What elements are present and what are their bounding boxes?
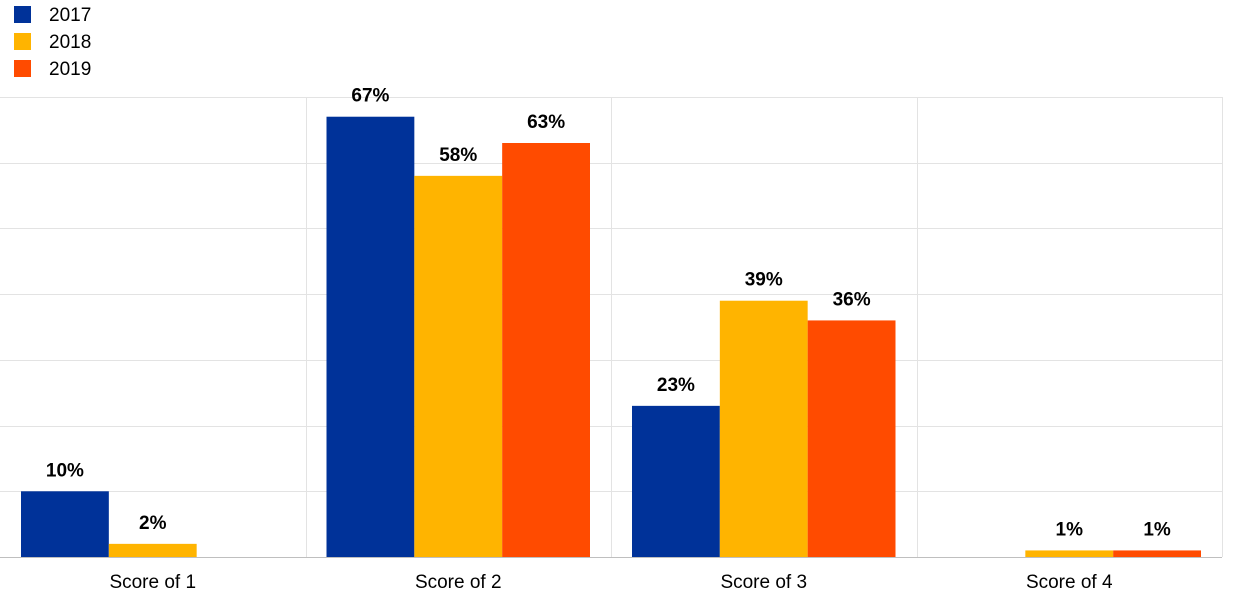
data-label: 1%	[1143, 519, 1171, 540]
legend-swatch	[14, 33, 31, 50]
legend: 2017 2018 2019	[14, 5, 91, 80]
legend-label: 2018	[49, 32, 91, 53]
category-label: Score of 1	[109, 572, 196, 593]
bar-2019-4	[1113, 550, 1201, 557]
bar-2018-1	[108, 543, 197, 557]
category-labels: Score of 1 Score of 2 Score of 3 Score of 4	[109, 572, 1113, 593]
bar-2017-3	[632, 405, 720, 557]
bar-2018-3	[719, 300, 808, 557]
category-label: Score of 2	[415, 572, 502, 593]
data-labels: 10% 2% 67% 58% 63% 23% 39% 36% 1% 1%	[46, 86, 1171, 541]
bars	[21, 116, 1201, 557]
bar-2018-2	[414, 175, 503, 557]
bar-2017-1	[21, 491, 109, 557]
bar-2018-4	[1025, 550, 1114, 557]
data-label: 10%	[46, 460, 84, 481]
bar-2019-2	[502, 143, 590, 557]
bar-2017-2	[326, 116, 415, 557]
data-label: 63%	[527, 112, 565, 133]
legend-swatch	[14, 6, 31, 23]
data-label: 67%	[351, 86, 389, 107]
data-label: 36%	[833, 289, 871, 310]
legend-label: 2017	[49, 5, 91, 26]
legend-swatch	[14, 60, 31, 77]
category-label: Score of 3	[720, 572, 807, 593]
data-label: 58%	[439, 145, 477, 166]
gridlines	[0, 97, 1223, 558]
data-label: 2%	[139, 513, 167, 534]
data-label: 39%	[745, 270, 783, 291]
category-label: Score of 4	[1026, 572, 1113, 593]
data-label: 23%	[657, 375, 695, 396]
bar-2019-3	[807, 320, 896, 557]
legend-label: 2019	[49, 59, 91, 80]
data-label: 1%	[1056, 519, 1084, 540]
